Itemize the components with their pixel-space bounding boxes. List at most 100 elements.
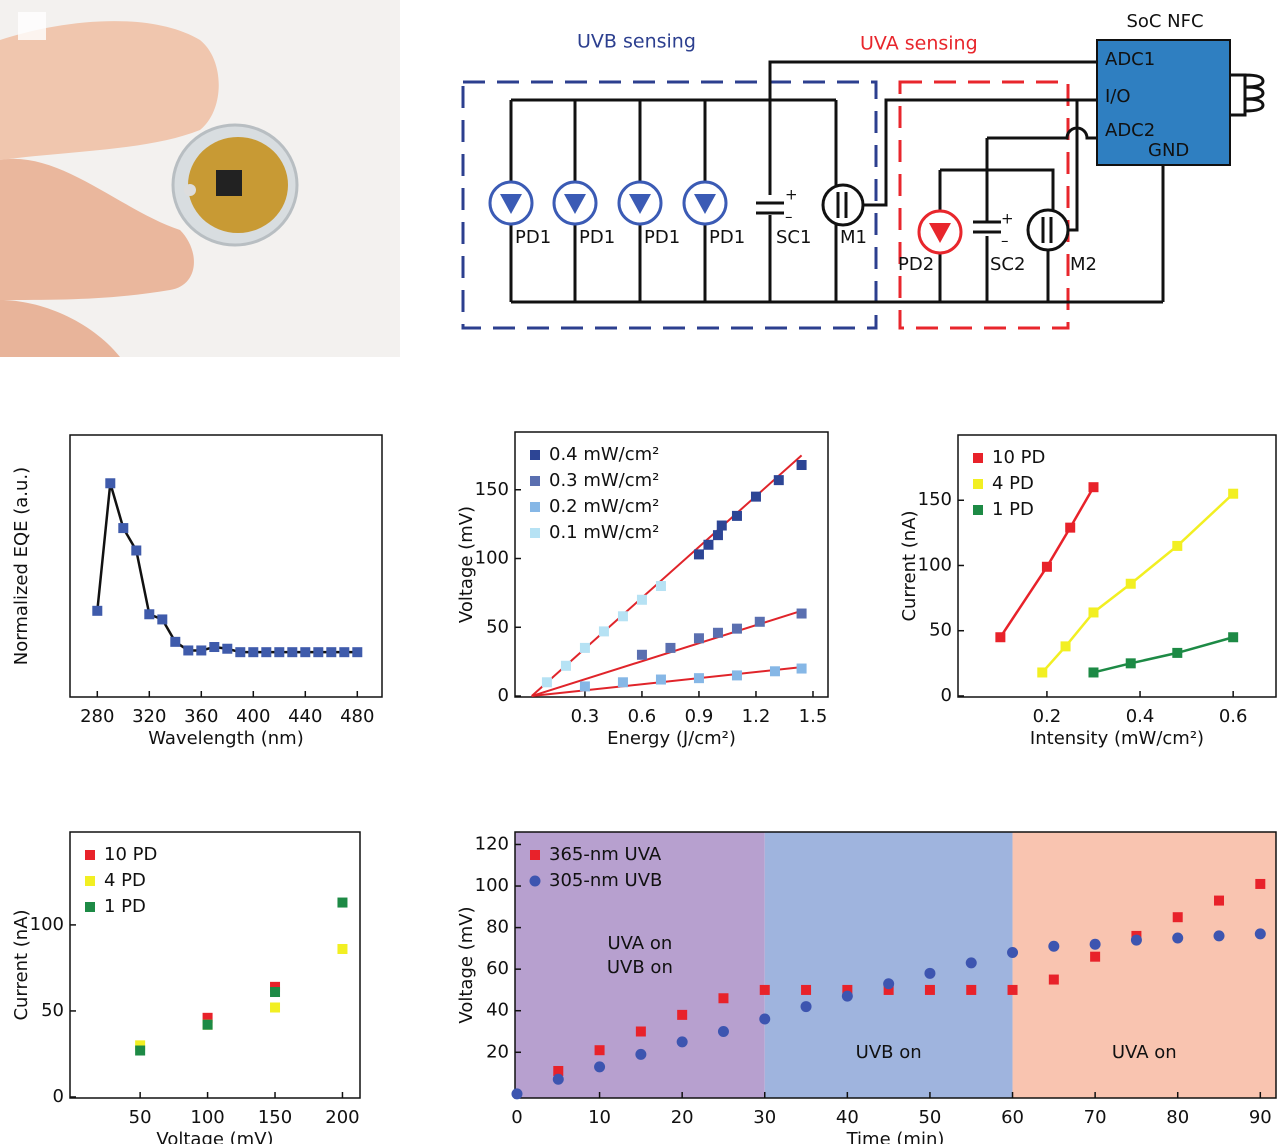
x-tick-label: 0 xyxy=(511,1107,522,1128)
point xyxy=(579,681,590,692)
y-tick-label: 100 xyxy=(918,554,952,575)
chart: UVA on UVB on UVB on UVA on 0 10 20 30 40 50 60 70 8… xyxy=(456,831,1277,1144)
x-tick-label: 0.2 xyxy=(1033,706,1062,727)
circuit: UVB sensing UVA sensing SoC NFC ADC1 I/O… xyxy=(461,11,1265,330)
point xyxy=(337,897,348,908)
y-tick-label: 0 xyxy=(498,685,509,706)
x-tick-label: 0.9 xyxy=(685,706,714,727)
y-axis-label: Voltage (mV) xyxy=(456,906,477,1023)
y-tick-label: 100 xyxy=(30,914,64,935)
point xyxy=(965,957,977,969)
pin-label: GND xyxy=(1148,140,1189,161)
y-axis-label: Current (nA) xyxy=(11,909,32,1020)
y-tick-label: 0 xyxy=(941,685,952,706)
component-label: PD1 xyxy=(579,227,615,248)
point xyxy=(1172,540,1183,551)
point xyxy=(796,663,807,674)
point xyxy=(170,636,181,647)
point xyxy=(841,990,853,1002)
point xyxy=(1048,974,1059,985)
component-label: M2 xyxy=(1070,254,1097,275)
point xyxy=(1172,932,1184,944)
chart: 0.3 0.6 0.9 1.2 1.5 0 50 100 150 Energy (J/cm²) Vo… xyxy=(456,431,829,749)
legend-marker xyxy=(530,502,540,512)
legend-label: 4 PD xyxy=(104,870,146,891)
point xyxy=(196,645,207,656)
point xyxy=(1172,647,1183,658)
legend-marker xyxy=(529,875,541,887)
point xyxy=(270,981,281,992)
point xyxy=(655,674,666,685)
point xyxy=(1213,930,1225,942)
series-line xyxy=(1093,636,1234,674)
x-tick-label: 1.5 xyxy=(799,706,828,727)
x-tick-label: 0.6 xyxy=(1219,706,1248,727)
legend-marker xyxy=(530,476,540,486)
point xyxy=(594,1061,606,1073)
x-tick-label: 360 xyxy=(184,706,218,727)
legend-label: 0.1 mW/cm² xyxy=(549,522,659,543)
x-axis-label: Voltage (mV) xyxy=(156,1129,273,1144)
point xyxy=(1088,667,1099,678)
point xyxy=(712,530,723,541)
point xyxy=(712,627,723,638)
y-tick-label: 80 xyxy=(486,917,509,938)
region-label: UVA on xyxy=(1112,1042,1177,1063)
legend-marker xyxy=(530,850,540,860)
point xyxy=(1041,561,1052,572)
y-tick-label: 0 xyxy=(53,1086,64,1107)
series-line xyxy=(999,486,1095,638)
device-photo xyxy=(0,0,400,357)
point xyxy=(339,647,350,658)
point xyxy=(636,594,647,605)
point xyxy=(118,523,129,534)
y-tick-label: 100 xyxy=(475,548,509,569)
x-tick-label: 0.4 xyxy=(1126,706,1155,727)
fit-line xyxy=(531,454,803,697)
point xyxy=(995,632,1006,643)
point xyxy=(552,1073,564,1085)
minus-sign: – xyxy=(785,208,793,226)
y-tick-label: 50 xyxy=(41,1000,64,1021)
component-label: M1 xyxy=(840,227,867,248)
x-tick-label: 10 xyxy=(588,1107,611,1128)
component-label: SC1 xyxy=(776,227,811,248)
point xyxy=(759,984,770,995)
x-axis-label: Wavelength (nm) xyxy=(148,728,304,749)
point xyxy=(796,460,807,471)
point xyxy=(1048,940,1060,952)
point xyxy=(731,670,742,681)
point xyxy=(183,645,194,656)
y-axis-label: Voltage (mV) xyxy=(456,506,477,623)
point xyxy=(1254,928,1266,940)
x-tick-label: 70 xyxy=(1084,1107,1107,1128)
plot-frame xyxy=(69,434,383,698)
legend-marker xyxy=(85,876,95,886)
point xyxy=(1228,632,1239,643)
point xyxy=(1228,488,1239,499)
minus-sign: – xyxy=(1001,232,1009,250)
y-tick-label: 100 xyxy=(475,875,509,896)
point xyxy=(598,626,609,637)
x-tick-label: 400 xyxy=(236,706,270,727)
legend-label: 0.2 mW/cm² xyxy=(549,496,659,517)
y-tick-label: 150 xyxy=(475,479,509,500)
y-tick-label: 20 xyxy=(486,1041,509,1062)
plot-frame xyxy=(514,831,1277,1099)
x-tick-label: 50 xyxy=(918,1107,941,1128)
point xyxy=(716,520,727,531)
point xyxy=(541,677,552,688)
x-tick-label: 50 xyxy=(129,1107,152,1128)
point xyxy=(773,475,784,486)
y-tick-label: 60 xyxy=(486,958,509,979)
point xyxy=(731,623,742,634)
point xyxy=(617,677,628,688)
point xyxy=(924,984,935,995)
y-tick-label: 120 xyxy=(475,833,509,854)
point xyxy=(1255,878,1266,889)
point xyxy=(1125,578,1136,589)
point xyxy=(635,1048,647,1060)
x-tick-label: 280 xyxy=(80,706,114,727)
point xyxy=(337,943,348,954)
